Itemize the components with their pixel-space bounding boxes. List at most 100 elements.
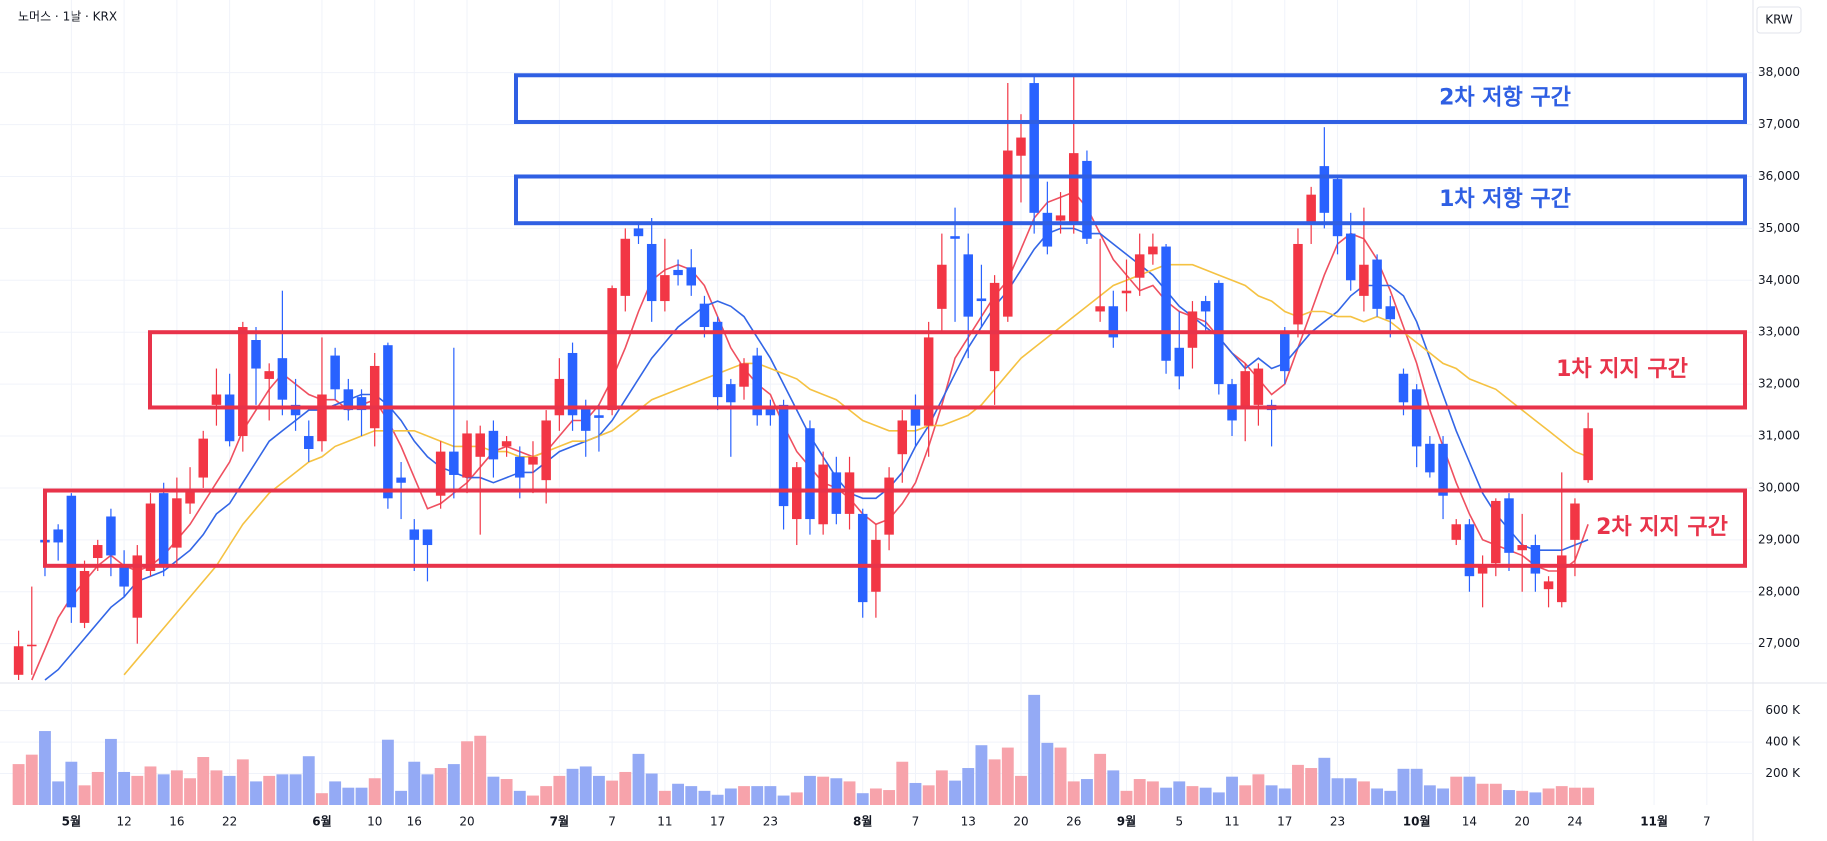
volume-bar [1278,788,1291,805]
candle-body [1161,246,1171,361]
volume-bar [1503,790,1515,805]
candle-body [1477,565,1488,574]
y-tick-label: 31,000 [1758,429,1800,443]
volume-bar [738,786,750,805]
candle-body [435,451,446,496]
volume-tick-label: 400 K [1765,735,1801,749]
candle-body [53,529,63,543]
volume-bar [1081,779,1093,805]
volume-bar [1292,764,1304,805]
volume-bar [236,759,249,805]
zone-box [43,488,1747,568]
x-tick-label: 13 [961,815,976,829]
volume-bar [1094,753,1107,805]
candle-body [106,516,116,556]
volume-bar [1015,775,1027,805]
candle-body [1003,150,1013,317]
volume-bar [527,795,539,805]
volume-bar [118,771,131,805]
y-tick-label: 30,000 [1758,480,1800,494]
candle-body [158,493,169,566]
y-tick-label: 33,000 [1758,325,1800,339]
candle-body [976,298,987,302]
volume-bar [1516,790,1529,805]
volume-bar [78,785,91,805]
y-tick-label: 34,000 [1758,273,1800,287]
volume-bar [157,774,170,805]
zone-label: 1차 저항 구간 [1439,187,1571,212]
volume-bar [39,731,51,805]
x-tick-label: 17 [710,815,725,829]
candle-body [1332,179,1343,237]
y-tick-label: 38,000 [1758,65,1800,79]
volume-bar [975,745,988,805]
candle-body [1438,443,1448,496]
candle-body [92,545,103,559]
candle-body [172,498,182,548]
volume-bar [1146,781,1159,805]
volume-bar [1423,785,1436,805]
candle-body [1517,545,1527,551]
candle-body [396,477,406,483]
candle-body [1293,243,1303,325]
candle-body [554,378,565,416]
candle-body [739,363,749,387]
x-tick-label: 23 [1330,815,1345,829]
volume-bar [843,781,856,805]
volume-bar [632,753,645,805]
candle-body [1425,443,1435,473]
volume-bar [645,773,658,805]
volume-bar [1529,792,1542,805]
volume-bar [1160,787,1173,805]
volume-bar [1067,781,1080,805]
volume-bar [1239,785,1252,805]
y-tick-label: 27,000 [1758,636,1800,650]
volume-bar [144,766,157,805]
candle-body [1108,306,1119,338]
volume-bar [1001,747,1014,805]
candle-body [1174,347,1185,377]
volume-bar [592,775,605,805]
candle-body [792,467,802,520]
candle-body [989,282,1000,372]
candle-body [1121,290,1132,294]
volume-bar [131,775,144,805]
volume-bar [25,754,38,805]
volume-bar [289,774,302,805]
volume-bar [65,761,78,805]
volume-bar [658,790,671,805]
volume-bar [922,785,935,805]
candle-body [1095,306,1105,312]
volume-bar [1265,785,1278,805]
candle-body [251,340,261,369]
volume-bar [1476,783,1489,805]
x-tick-label: 7 [1703,815,1711,829]
x-tick-label: 11 [657,815,672,829]
x-tick-label: 5 [1175,815,1183,829]
chart-title: 노머스 · 1날 · KRX [18,10,117,24]
x-tick-label: 20 [459,815,474,829]
volume-bar [1397,768,1410,805]
volume-bar [909,782,922,805]
candle-body [264,371,274,379]
volume-bar [1344,778,1357,805]
volume-bar [395,790,408,805]
volume-bar [184,778,196,805]
volume-bar [276,774,289,805]
candle-body [1200,301,1211,312]
zone-label: 1차 지지 구간 [1556,357,1688,382]
candle-body [277,358,288,400]
candle-body [844,472,855,514]
candle-body [910,407,921,426]
candle-body [923,337,934,426]
volume-bar [830,778,843,805]
volume-bar [962,768,975,805]
x-tick-label: 22 [222,815,237,829]
candle-body [1504,498,1514,553]
x-tick-label: 12 [116,815,131,829]
candle-body [1042,212,1053,247]
candle-body [317,394,327,442]
zone-label: 2차 지지 구간 [1596,515,1728,540]
x-tick-label: 26 [1066,815,1081,829]
